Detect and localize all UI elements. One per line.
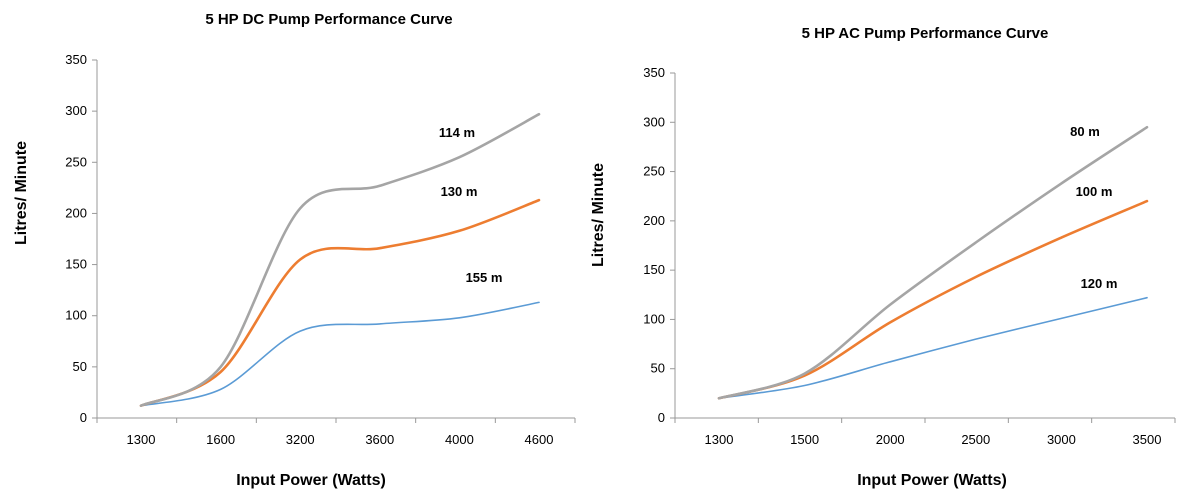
dc-x-tick-label: 3200 [286,432,315,447]
dc-y-tick-label: 0 [80,410,87,425]
ac-series-line-120m [718,296,1148,400]
ac-x-tick-label: 3500 [1133,432,1162,447]
ac-series-line-100m [717,199,1149,400]
dc-plot-area: 0 50 100 150 200 250 300 350 1300 1600 3200 3600 400… [65,52,576,447]
ac-y-tick-label: 200 [643,213,665,228]
dc-series-line-114m [139,112,541,407]
ac-y-tick-label: 50 [651,361,665,376]
dc-y-tick-label: 200 [65,205,87,220]
ac-y-tick-label: 0 [658,410,665,425]
ac-series-line-80m [717,125,1149,400]
ac-y-tick-label: 350 [643,65,665,80]
ac-x-axis-title: Input Power (Watts) [857,472,1007,489]
ac-y-tick-label: 300 [643,114,665,129]
ac-series-label-120m: 120 m [1081,276,1118,291]
dc-series-line-130m [139,198,541,407]
dc-y-tick-label: 100 [65,308,87,323]
dc-x-tick-label: 4600 [525,432,554,447]
dc-y-tick-label: 250 [65,154,87,169]
ac-series-label-80m: 80 m [1070,124,1100,139]
dc-x-tick-label: 1300 [127,432,156,447]
dc-x-axis-title: Input Power (Watts) [236,472,386,489]
dc-chart-title: 5 HP DC Pump Performance Curve [205,11,452,28]
ac-plot-area: 0 50 100 150 200 250 300 350 1300 1500 2000 2500 300… [643,65,1176,447]
ac-y-tick-label: 150 [643,262,665,277]
ac-y-axis-title: Litres/ Minute [590,163,607,267]
ac-x-tick-label: 1500 [790,432,819,447]
ac-chart: 5 HP AC Pump Performance Curve Litres/ M… [590,25,1176,489]
ac-y-tick-label: 250 [643,164,665,179]
ac-chart-title: 5 HP AC Pump Performance Curve [802,25,1049,42]
ac-x-tick-label: 2000 [876,432,905,447]
dc-chart: 5 HP DC Pump Performance Curve Litres/ M… [13,11,576,489]
dc-series-line-155m [140,301,540,407]
dc-series-label-155m: 155 m [466,270,503,285]
dc-series-label-130m: 130 m [441,184,478,199]
dc-y-tick-label: 50 [73,359,87,374]
dc-y-tick-label: 150 [65,257,87,272]
dc-y-axis-title: Litres/ Minute [13,141,30,245]
dc-y-tick-label: 350 [65,52,87,67]
ac-x-tick-label: 3000 [1047,432,1076,447]
dc-x-tick-label: 3600 [365,432,394,447]
dc-x-tick-label: 4000 [445,432,474,447]
ac-x-tick-label: 1300 [705,432,734,447]
ac-x-tick-label: 2500 [961,432,990,447]
dc-series-label-114m: 114 m [439,125,475,140]
dc-y-tick-label: 300 [65,103,87,118]
ac-y-tick-label: 100 [643,311,665,326]
ac-series-label-100m: 100 m [1076,184,1113,199]
dc-x-tick-label: 1600 [206,432,235,447]
